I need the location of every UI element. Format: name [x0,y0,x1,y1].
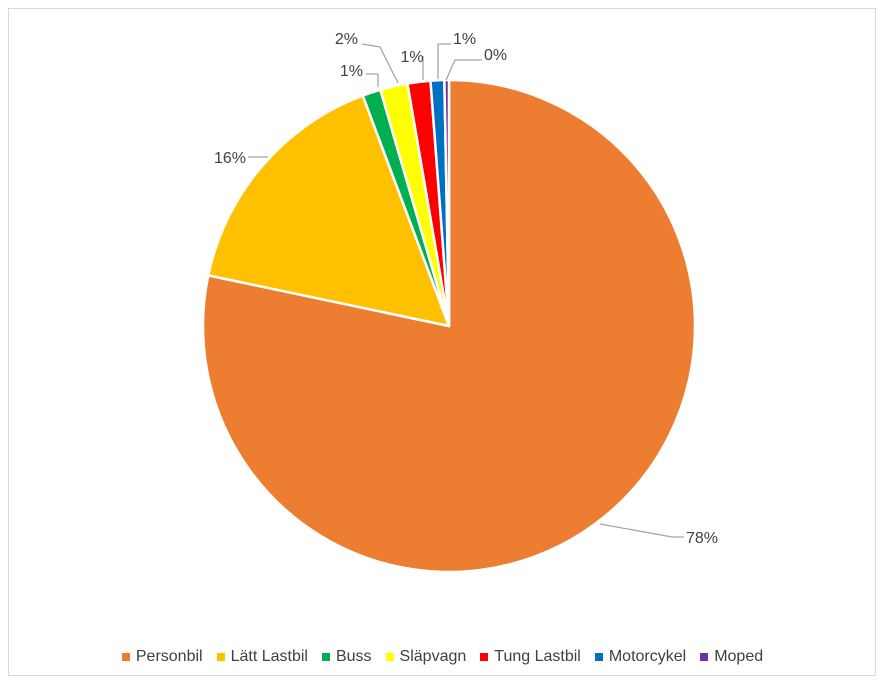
data-label: 1% [400,49,423,66]
legend-swatch [700,653,709,661]
legend-swatch [594,653,603,661]
leader-line [366,73,379,87]
leader-line [437,43,451,79]
legend-label: Moped [714,648,764,665]
legend-label: Motorcykel [608,648,687,665]
leader-line [361,43,399,84]
legend-item: Personbil [121,648,203,666]
legend-item: Motorcykel [594,648,687,666]
legend-label: Buss [335,648,372,665]
legend-label: Lätt Lastbil [230,648,308,665]
data-label: 16% [214,150,246,167]
pie-slice-l-tt-lastbil [207,94,451,328]
legend: Personbil Lätt Lastbil Buss Släpvagn Tung La… [0,648,885,666]
data-label: 0% [484,47,507,64]
legend-label: Släpvagn [399,648,467,665]
data-label: 1% [340,63,363,80]
data-label: 2% [335,31,358,48]
legend-swatch [385,653,394,661]
legend-swatch [121,653,130,661]
legend-swatch [480,653,489,661]
legend-item: Buss [321,648,372,666]
legend-item: Tung Lastbil [480,648,581,666]
leader-line [445,59,482,81]
pie-slice-personbil [201,78,697,574]
legend-label: Tung Lastbil [494,648,581,665]
legend-item: Släpvagn [385,648,467,666]
legend-item: Moped [700,648,763,666]
legend-swatch [321,653,330,661]
legend-swatch [216,653,225,661]
data-label: 1% [453,31,476,48]
leader-line [599,523,684,538]
leader-lines [248,43,684,538]
data-label: 78% [686,530,718,547]
data-labels: 78% 16% 1% 2% 1% 1% 0% [214,31,718,547]
legend-item: Lätt Lastbil [216,648,308,666]
pie-slices [201,78,697,574]
legend-label: Personbil [135,648,203,665]
